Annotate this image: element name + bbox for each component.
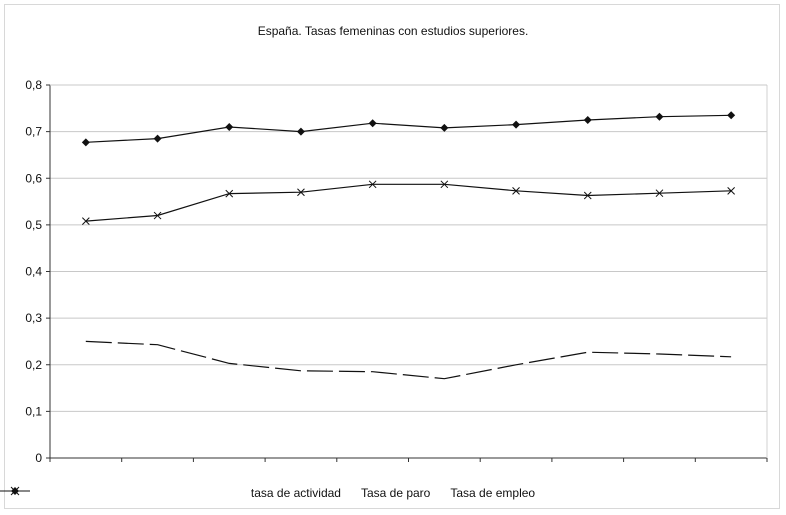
legend-label-actividad: tasa de actividad [250, 486, 341, 500]
legend-swatch-empleo [0, 486, 30, 496]
y-tick-label: 0,6 [25, 171, 42, 185]
legend-item-paro: Tasa de paro [0, 486, 431, 500]
data-point-cross [225, 189, 234, 198]
y-tick-label: 0,7 [25, 125, 42, 139]
data-point-diamond [296, 127, 305, 136]
y-tick-label: 0,8 [25, 78, 42, 92]
series-line-1 [85, 340, 732, 380]
data-point-cross [583, 191, 592, 200]
legend-label-paro: Tasa de paro [360, 486, 431, 500]
y-tick-label: 0,5 [25, 218, 42, 232]
legend-label-empleo: Tasa de empleo [450, 486, 536, 500]
data-point-diamond [583, 115, 592, 124]
data-point-diamond [81, 138, 90, 147]
chart-legend: tasa de actividad Tasa de paro Tasa de e… [0, 486, 786, 500]
series-line-2 [85, 183, 732, 222]
y-tick-label: 0,3 [25, 311, 42, 325]
y-tick-label: 0,2 [25, 358, 42, 372]
y-tick-label: 0,1 [25, 404, 42, 418]
data-point-cross [368, 180, 377, 189]
data-point-cross [153, 211, 162, 220]
series-line-0 [85, 114, 732, 143]
data-point-diamond [368, 119, 377, 128]
y-tick-label: 0,4 [25, 265, 42, 279]
legend-item-empleo: Tasa de empleo [0, 486, 536, 500]
data-point-cross [440, 180, 449, 189]
data-point-diamond [225, 122, 234, 131]
data-point-diamond [512, 120, 521, 129]
data-point-cross [655, 189, 664, 198]
y-tick-label: 0 [35, 451, 42, 465]
chart-title: España. Tasas femeninas con estudios sup… [257, 24, 529, 38]
chart-frame [4, 4, 780, 509]
data-point-diamond [655, 112, 664, 121]
data-point-cross [297, 188, 305, 197]
legend-item-actividad: tasa de actividad [0, 486, 341, 500]
data-point-diamond [153, 134, 162, 143]
data-point-diamond [440, 123, 449, 132]
data-point-cross [512, 186, 520, 195]
data-point-cross [81, 217, 90, 225]
data-point-cross [727, 186, 736, 195]
data-point-diamond [727, 111, 736, 120]
